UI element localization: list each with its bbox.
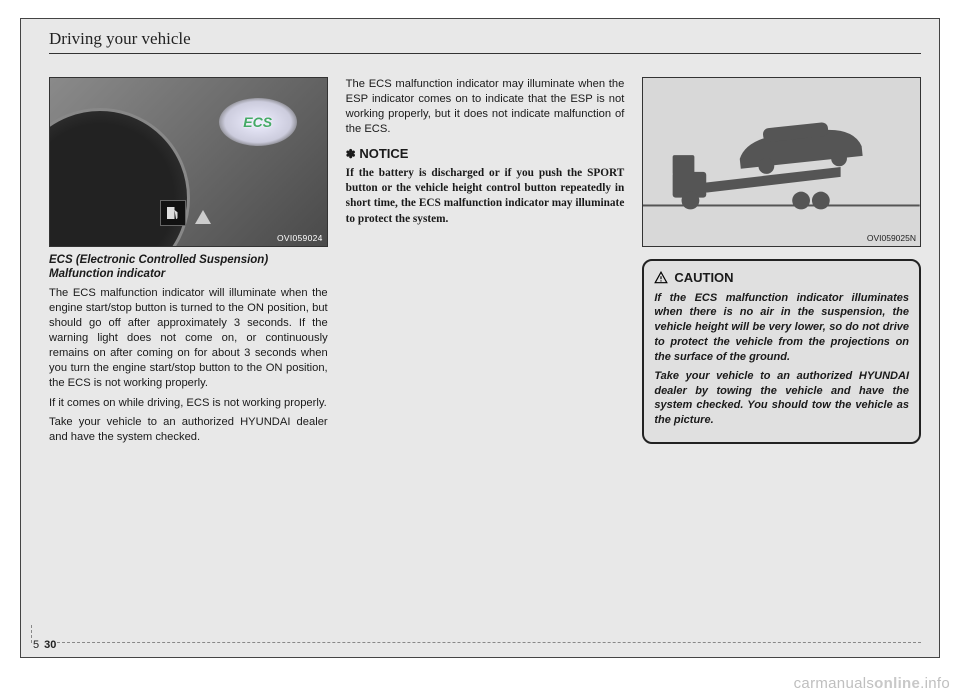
watermark-a: carmanuals [794, 675, 875, 692]
dashboard-gauge [49, 108, 190, 247]
fuel-arrow-icon [195, 210, 211, 224]
footer-dotted-corner [31, 625, 32, 643]
column-1: ECS OVI059024 ECS (Electronic Controlled… [49, 77, 328, 629]
page-number: 5 30 [33, 639, 56, 651]
caution-heading: CAUTION [654, 269, 909, 287]
page-title: Driving your vehicle [49, 29, 191, 49]
caution-text: If the ECS malfunction indicator illumin… [654, 291, 909, 365]
caution-box: CAUTION If the ECS malfunction indicator… [642, 259, 921, 444]
caution-label: CAUTION [674, 269, 733, 287]
ecs-badge-text: ECS [243, 113, 272, 132]
caution-text: Take your vehicle to an authorized HYUND… [654, 369, 909, 428]
body-text: The ECS malfunction indicator may illumi… [346, 77, 625, 137]
content-columns: ECS OVI059024 ECS (Electronic Controlled… [49, 77, 921, 629]
body-text: If it comes on while driving, ECS is not… [49, 396, 328, 411]
figure-code: OVI059024 [277, 233, 323, 244]
body-text: Take your vehicle to an authorized HYUND… [49, 415, 328, 445]
watermark-b: online [874, 675, 920, 692]
figure-towing: OVI059025N [642, 77, 921, 247]
page-num: 30 [44, 639, 56, 651]
notice-heading: ✽ NOTICE [346, 145, 625, 163]
notice-body: If the battery is discharged or if you p… [346, 166, 625, 227]
fuel-icon [160, 200, 186, 226]
body-text: The ECS malfunction indicator will illum… [49, 286, 328, 392]
notice-mark-icon: ✽ [346, 147, 356, 161]
caution-body: If the ECS malfunction indicator illumin… [654, 291, 909, 429]
notice-label: NOTICE [359, 146, 408, 161]
header-rule [49, 53, 921, 54]
warning-icon [654, 271, 668, 285]
section-number: 5 [33, 639, 39, 651]
column-2: The ECS malfunction indicator may illumi… [346, 77, 625, 629]
watermark-c: .info [920, 675, 950, 692]
figure-ecs-indicator: ECS OVI059024 [49, 77, 328, 247]
manual-page: Driving your vehicle ECS OVI059024 ECS (… [20, 18, 940, 658]
ecs-light-icon: ECS [219, 98, 297, 146]
figure-code: OVI059025N [867, 233, 916, 244]
subheading: ECS (Electronic Controlled Suspension) M… [49, 253, 328, 282]
column-3: OVI059025N CAUTION If the ECS malfunctio… [642, 77, 921, 629]
footer-dotted-line [57, 642, 921, 643]
watermark: carmanualsonline.info [794, 675, 950, 692]
